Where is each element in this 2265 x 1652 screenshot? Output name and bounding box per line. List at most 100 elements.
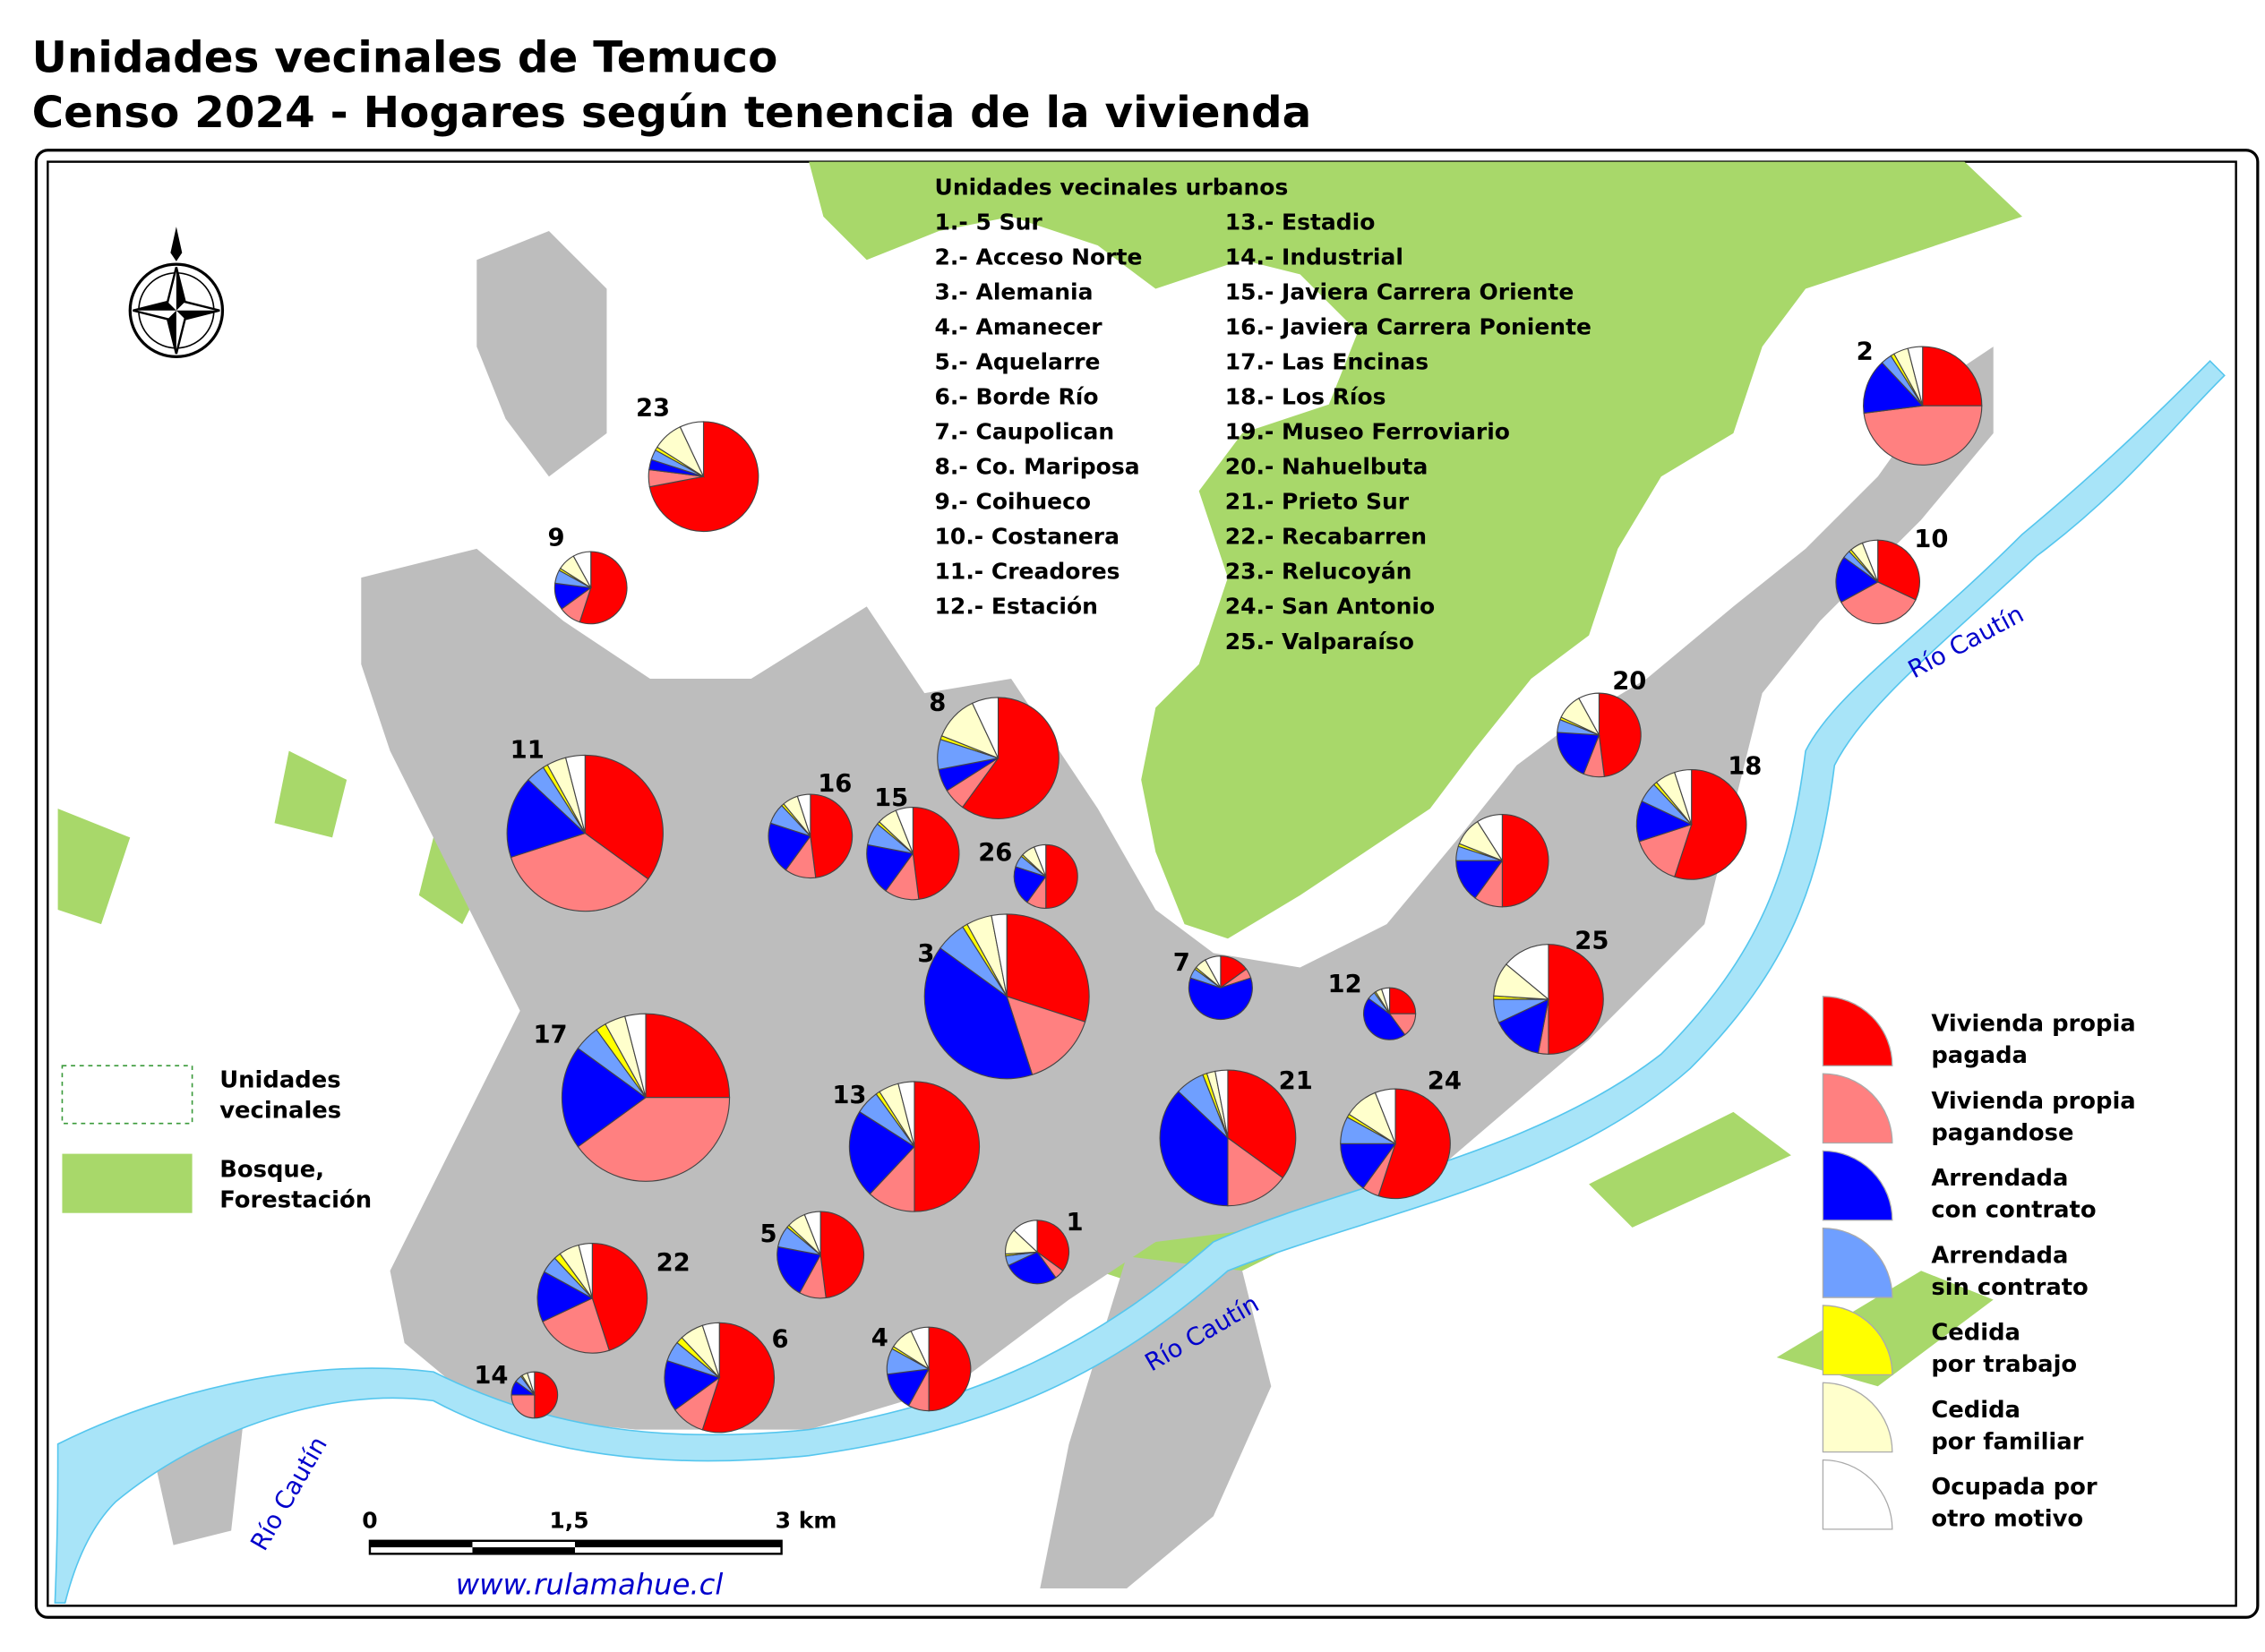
- pie-label: 17: [533, 1021, 567, 1049]
- pie-label: 14: [474, 1362, 508, 1390]
- pie-slice: [1598, 692, 1642, 777]
- pie-label: 9: [547, 525, 564, 552]
- unit-list-item: 1.- 5 Sur: [935, 209, 1043, 235]
- pie-label: 3: [917, 940, 934, 968]
- pie-slice: [768, 822, 811, 871]
- pie-label: 6: [771, 1326, 788, 1354]
- unit-list-item: 20.- Nahuelbuta: [1225, 454, 1428, 480]
- unit-list-item: 23.- Relucoyán: [1225, 559, 1412, 585]
- scale-bar: [368, 1539, 783, 1555]
- legend-label-line: pagandose: [1931, 1119, 2073, 1146]
- pie-slice: [1008, 1251, 1057, 1285]
- pie-slice: [810, 793, 854, 878]
- pie-slice: [819, 1211, 865, 1299]
- pie-slice: [572, 551, 592, 588]
- pie-slice: [1863, 362, 1924, 415]
- pie-slice: [527, 1371, 536, 1396]
- pie-label: 2: [1857, 338, 1874, 366]
- pie-slice: [1006, 913, 1090, 1023]
- pie-slice: [510, 1394, 536, 1419]
- legend-label-line: Vivienda propia: [1931, 1011, 2135, 1038]
- map-legend: [61, 1065, 193, 1213]
- pie-slice: [928, 1326, 972, 1412]
- pie-slice: [1863, 405, 1983, 466]
- unit-list-item: 10.- Costanera: [935, 524, 1120, 550]
- pie-slice: [961, 697, 1060, 819]
- pie-label: 13: [832, 1082, 866, 1109]
- unit-list-item: 11.- Creadores: [935, 559, 1120, 585]
- pie-label: 26: [978, 839, 1012, 867]
- unit-list-item: 9.- Coihueco: [935, 489, 1092, 515]
- pie-slice: [1013, 1220, 1038, 1254]
- map-legend-label-line: Unidades: [219, 1066, 340, 1093]
- pie-slice: [1033, 843, 1047, 877]
- legend-label-line: por trabajo: [1931, 1351, 2077, 1378]
- unit-list-item: 4.- Amanecer: [935, 314, 1103, 340]
- legend-label-line: por familiar: [1931, 1428, 2083, 1455]
- pie-slice: [848, 1110, 915, 1195]
- pie-slice: [1374, 1088, 1396, 1144]
- pie-label: 11: [510, 737, 545, 765]
- pie-slice: [542, 1297, 610, 1354]
- pie-slice: [1380, 987, 1391, 1014]
- legend-label: Ocupada por otro motivo: [1931, 1474, 2098, 1532]
- pie-slice: [1501, 814, 1549, 908]
- pie-slice: [1188, 977, 1253, 1021]
- pie-label: 25: [1574, 928, 1609, 955]
- pie-slice: [1227, 1069, 1297, 1179]
- pie-slice: [645, 1013, 731, 1099]
- pie-slice: [624, 1013, 647, 1098]
- legend-swatch: [1822, 1073, 1893, 1144]
- unit-list-item: 2.- Acceso Norte: [935, 244, 1143, 270]
- pie-slice: [803, 1211, 821, 1255]
- pie-slice: [1159, 1091, 1229, 1207]
- pie-slice: [679, 421, 705, 477]
- unit-list-item: 19.- Museo Ferroviario: [1225, 419, 1510, 445]
- unit-list-item: 7.- Caupolican: [935, 419, 1115, 445]
- pie-label: 5: [760, 1220, 777, 1248]
- pie-slice: [1877, 539, 1920, 601]
- unit-list-item: 25.- Valparaíso: [1225, 629, 1414, 655]
- pie-slice: [897, 1081, 915, 1147]
- unit-list-item: 18.- Los Ríos: [1225, 384, 1386, 410]
- title-line: Unidades vecinales de Temuco: [32, 33, 778, 83]
- pie-label: 18: [1728, 752, 1762, 780]
- legend-label-line: Cedida: [1931, 1320, 2020, 1347]
- pie-slice: [1922, 346, 1983, 407]
- unit-list-item: 17.- Las Encinas: [1225, 349, 1428, 375]
- title-line: Censo 2024 - Hogares según tenencia de l…: [32, 88, 1312, 138]
- legend-label-line: Ocupada por: [1931, 1474, 2098, 1501]
- pie-label: 23: [636, 394, 670, 422]
- unit-list-item: 22.- Recabarren: [1225, 524, 1427, 550]
- map-legend-label: Unidades vecinales: [219, 1066, 341, 1124]
- map-legend-label: Bosque, Forestación: [219, 1156, 372, 1213]
- unit-list-item: 12.- Estación: [935, 594, 1098, 620]
- pie-slice: [1227, 1136, 1284, 1207]
- pie-slice: [1673, 769, 1693, 826]
- pie-slice: [1578, 692, 1600, 736]
- map-legend-label-line: Bosque,: [219, 1156, 324, 1183]
- legend-label-line: otro motivo: [1931, 1506, 2083, 1533]
- pie-slice: [664, 1359, 721, 1411]
- pie-label: 4: [871, 1324, 888, 1352]
- pie-slice: [1377, 1088, 1451, 1200]
- pie-slice: [578, 1243, 593, 1299]
- pie-label: 8: [929, 689, 946, 716]
- pie-slice: [866, 843, 914, 892]
- pie-label: 22: [656, 1249, 691, 1277]
- pie-label: 20: [1612, 667, 1646, 695]
- unit-list-item: 15.- Javiera Carrera Oriente: [1225, 278, 1574, 304]
- pie-slice: [1476, 814, 1503, 863]
- compass: [128, 227, 225, 358]
- map-legend-label-line: Forestación: [219, 1186, 372, 1213]
- pie-slice: [536, 1271, 594, 1322]
- pie-slice: [579, 551, 628, 625]
- pie-slice: [1835, 556, 1879, 603]
- pie-label: 7: [1173, 949, 1190, 977]
- pie-slice: [1455, 860, 1504, 899]
- unit-list-item: 21.- Prieto Sur: [1225, 489, 1410, 515]
- pie-slice: [910, 1326, 930, 1370]
- legend-label: Vivienda propia pagandose: [1931, 1088, 2135, 1146]
- legend-label: Cedida por familiar: [1931, 1397, 2083, 1455]
